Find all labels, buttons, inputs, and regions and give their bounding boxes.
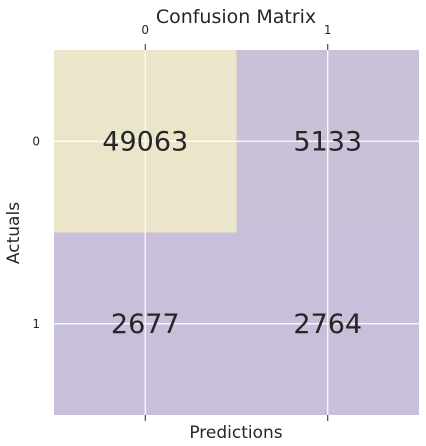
- chart-title: Confusion Matrix: [156, 6, 316, 28]
- grid-lines: [54, 50, 419, 415]
- x-tick-label-1: 1: [324, 23, 332, 37]
- cell-value-r1-c0: 2677: [111, 309, 180, 340]
- cell-value-r1-c1: 2764: [293, 309, 362, 340]
- heatmap-cells: [54, 50, 419, 415]
- y-tick-label-0: 0: [32, 134, 40, 148]
- y-tick-label-1: 1: [32, 317, 40, 331]
- cell-value-r0-c1: 5133: [293, 126, 362, 157]
- axis-ticks: 0 1 0 1: [32, 23, 332, 421]
- x-tick-label-0: 0: [141, 23, 149, 37]
- y-axis-label: Actuals: [4, 202, 24, 264]
- cell-values: 49063 5133 2677 2764: [102, 126, 362, 340]
- cell-value-r0-c0: 49063: [102, 126, 188, 157]
- x-axis-label: Predictions: [189, 423, 282, 442]
